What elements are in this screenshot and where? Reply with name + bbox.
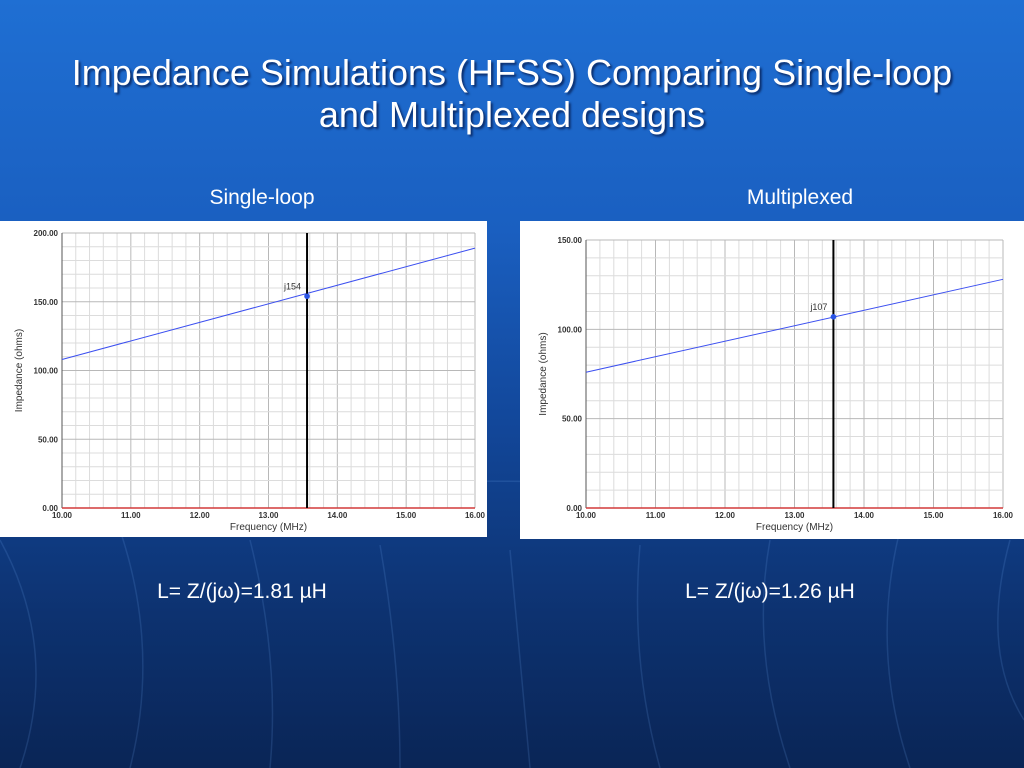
x-tick-label: 16.00 xyxy=(993,511,1014,520)
multiplexed-inductance: L= Z/(jω)=1.26 µH xyxy=(685,580,855,603)
y-axis-label: Impedance (ohms) xyxy=(14,329,25,412)
y-tick-label: 0.00 xyxy=(566,504,582,513)
slide-title: Impedance Simulations (HFSS) Comparing S… xyxy=(71,52,953,135)
y-tick-label: 50.00 xyxy=(38,435,59,444)
x-tick-label: 13.00 xyxy=(784,511,805,520)
x-axis-label: Frequency (MHz) xyxy=(230,522,307,533)
impedance-line xyxy=(585,278,1004,373)
x-tick-label: 16.00 xyxy=(465,511,486,520)
grid xyxy=(585,239,1004,509)
x-tick-label: 11.00 xyxy=(646,511,666,520)
marker-point xyxy=(304,293,310,300)
single-loop-inductance: L= Z/(jω)=1.81 µH xyxy=(157,580,327,603)
x-tick-label: 11.00 xyxy=(121,511,141,520)
x-axis-label: Frequency (MHz) xyxy=(756,522,833,533)
y-tick-label: 0.00 xyxy=(42,504,58,513)
y-tick-label: 200.00 xyxy=(34,229,59,238)
marker-point xyxy=(830,314,837,320)
y-tick-label: 50.00 xyxy=(562,415,583,424)
multiplexed-label: Multiplexed xyxy=(746,186,854,209)
y-tick-label: 150.00 xyxy=(558,236,583,245)
marker-label: j107 xyxy=(809,302,827,312)
multiplexed-chart: 10.00 11.00 12.00 13.00 14.00 15.00 16.00 0.00 5… xyxy=(520,221,1024,539)
x-tick-label: 10.00 xyxy=(576,511,597,520)
multiplexed-plot: 10.00 11.00 12.00 13.00 14.00 15.00 16.00 0.00 5… xyxy=(538,236,1014,533)
single-loop-plot: 10.00 11.00 12.00 13.00 14.00 15.00 16.00 0.00 5… xyxy=(14,229,486,533)
marker-label: j154 xyxy=(283,281,301,291)
y-axis-label: Impedance (ohms) xyxy=(538,332,549,415)
impedance-line xyxy=(61,247,476,360)
x-tick-label: 10.00 xyxy=(52,511,73,520)
y-tick-label: 100.00 xyxy=(558,325,583,334)
x-tick-label: 12.00 xyxy=(715,511,736,520)
x-tick-label: 12.00 xyxy=(190,511,211,520)
x-tick-label: 14.00 xyxy=(854,511,875,520)
single-loop-chart: 10.00 11.00 12.00 13.00 14.00 15.00 16.00 0.00 5… xyxy=(0,221,487,537)
y-tick-label: 150.00 xyxy=(34,298,59,307)
single-loop-label: Single-loop xyxy=(209,186,315,209)
x-tick-label: 13.00 xyxy=(258,511,279,520)
x-tick-label: 15.00 xyxy=(396,511,417,520)
x-tick-label: 15.00 xyxy=(923,511,944,520)
y-tick-label: 100.00 xyxy=(34,367,59,376)
grid xyxy=(61,232,476,509)
x-tick-label: 14.00 xyxy=(327,511,348,520)
